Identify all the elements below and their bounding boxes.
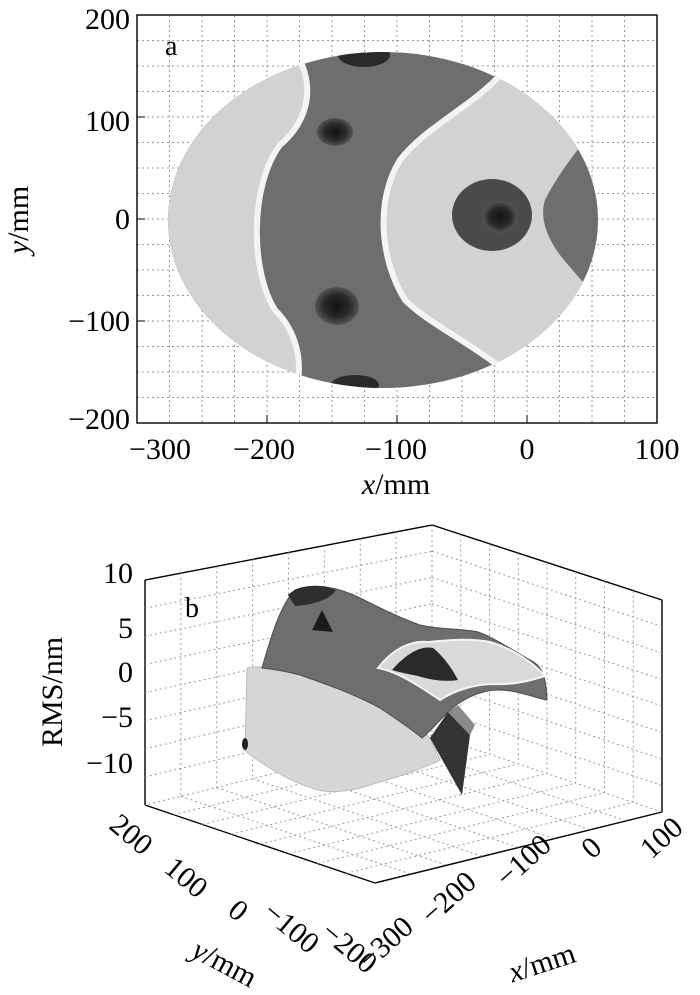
panel-a-y-tick-labels: 200 100 0 −100 −200 — [68, 3, 130, 436]
z-tick-label: 10 — [103, 557, 133, 590]
y-tick-label: −200 — [68, 403, 130, 436]
panel-b-y-axis-label: y/mm — [184, 932, 262, 995]
map-spot-bottom — [331, 375, 379, 388]
grid-line — [259, 773, 548, 845]
grid-line — [317, 792, 605, 864]
panel-b-z-axis-label: RMS/nm — [36, 637, 69, 747]
x-tick-label: 100 — [635, 433, 680, 466]
panel-a-x-tick-labels: −300 −200 −100 0 100 — [129, 433, 679, 466]
surface-top-dark — [288, 585, 336, 606]
surface-left-marker — [242, 738, 248, 750]
y-tick-label: 0 — [115, 203, 130, 236]
x-tick-label: 0 — [575, 831, 608, 866]
panel-a-x-axis-label: x/mm — [361, 468, 430, 501]
y-tick-label: 200 — [103, 808, 159, 862]
y-tick-label: 100 — [158, 851, 214, 905]
box-edge — [144, 734, 433, 806]
rms-surface — [242, 585, 548, 795]
surface-lower-spike — [430, 712, 470, 795]
surface-right-dark — [392, 647, 458, 681]
surface-dark-triangle — [312, 610, 333, 632]
map-spot-lower — [315, 287, 359, 325]
panel-a-tick-marks — [136, 14, 658, 424]
wavefront-map — [168, 52, 598, 388]
grid-line — [231, 763, 519, 835]
x-tick-label: 100 — [634, 811, 690, 866]
panel-b-z-tick-labels: 10 5 0 −5 −10 — [86, 557, 133, 780]
grid-line — [431, 577, 663, 654]
z-tick-label: −5 — [101, 701, 133, 734]
panel-b-x-tick-labels: −300 −200 −100 0 100 — [352, 811, 690, 976]
y-tick-label: 100 — [85, 105, 130, 138]
x-tick-label: −100 — [490, 828, 558, 894]
x-tick-label: −200 — [415, 865, 483, 931]
panel-b-surface: 10 5 0 −5 −10 RMS/nm 200 100 0 −100 −200… — [36, 524, 690, 995]
grid-line — [216, 787, 447, 866]
y-tick-label: 200 — [85, 3, 130, 36]
grid-line — [202, 753, 490, 825]
x-tick-label: −100 — [365, 433, 427, 466]
panel-a-label: a — [165, 31, 178, 62]
y-tick-label: 0 — [222, 893, 255, 928]
z-tick-label: 5 — [118, 612, 133, 645]
surface-lower-spike-light — [448, 705, 475, 735]
x-tick-label: 0 — [520, 433, 535, 466]
x-tick-label: −300 — [129, 433, 191, 466]
y-tick-label: −100 — [68, 305, 130, 338]
y-tick-label: −100 — [257, 895, 326, 960]
map-spot-center-core — [482, 201, 518, 233]
box-edge — [374, 811, 663, 884]
grid-line — [431, 603, 663, 680]
grid-line — [346, 801, 634, 874]
panel-a-y-axis-label: y/mm — [2, 186, 35, 257]
panel-b-x-axis-label: x/mm — [504, 937, 580, 990]
map-spot-top — [338, 52, 390, 67]
x-tick-label: −200 — [233, 433, 295, 466]
panel-b-label: b — [185, 593, 199, 624]
z-tick-label: 0 — [118, 656, 133, 689]
map-spot-upper — [317, 118, 353, 146]
z-tick-label: −10 — [86, 747, 133, 780]
grid-line — [144, 550, 433, 609]
grid-line — [288, 782, 576, 855]
panel-a-heatmap: 200 100 0 −100 −200 −300 −200 −100 0 100… — [2, 3, 680, 501]
